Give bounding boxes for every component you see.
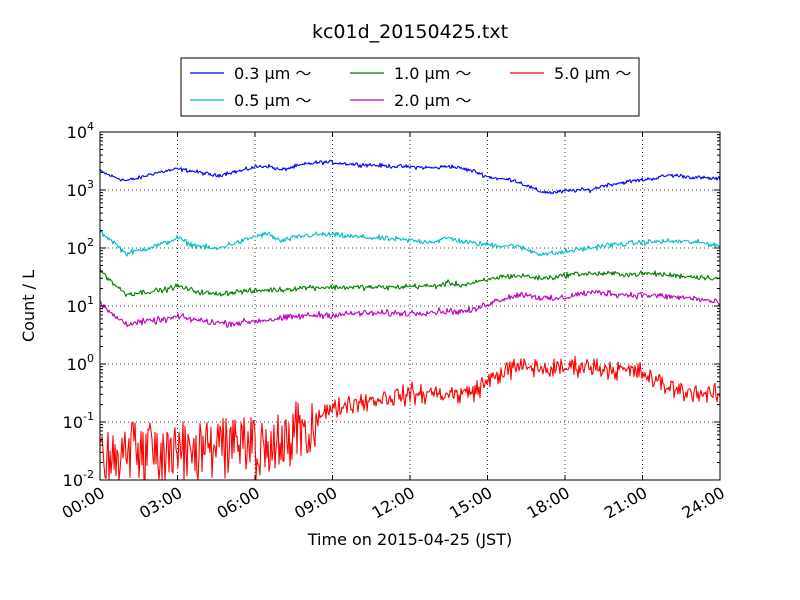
legend-label: 1.0 μm ～ [394, 64, 471, 83]
x-tick-label: 15:00 [446, 483, 495, 523]
y-axis-label: Count / L [19, 270, 38, 342]
x-tick-label: 12:00 [369, 483, 418, 523]
x-tick-label: 18:00 [524, 483, 573, 523]
y-tick-label: 100 [67, 352, 94, 374]
y-tick-label: 103 [67, 178, 94, 200]
x-tick-label: 03:00 [136, 483, 185, 523]
grid-lines [100, 132, 720, 480]
x-tick-label: 09:00 [291, 483, 340, 523]
series-line-2 [100, 266, 720, 297]
series-line-1 [100, 230, 720, 257]
x-axis-label: Time on 2015-04-25 (JST) [307, 530, 512, 549]
chart-title: kc01d_20150425.txt [312, 21, 508, 43]
x-tick-label: 06:00 [214, 483, 263, 523]
x-tick-label: 24:00 [679, 483, 728, 523]
series-line-4 [100, 355, 720, 480]
series-line-0 [100, 159, 720, 195]
legend-label: 2.0 μm ～ [394, 91, 471, 110]
x-tick-label: 21:00 [601, 483, 650, 523]
x-axis-tick-labels: 00:00 03:00 06:00 09:00 12:00 15:00 18:00 21:00… [59, 483, 728, 523]
legend-label: 0.5 μm ～ [234, 91, 311, 110]
series-line-3 [100, 289, 720, 328]
y-axis-tick-labels: 10-2 10-1 100 101 102 103 104 [63, 120, 94, 490]
legend-box [180, 57, 640, 117]
y-tick-label: 101 [67, 294, 94, 316]
y-tick-label: 102 [67, 236, 94, 258]
legend: 0.3 μm ～ 0.5 μm ～ 1.0 μm ～ 2.0 μm ～ 5.0 μm ～ [180, 57, 640, 117]
legend-label: 0.3 μm ～ [234, 64, 311, 83]
series-layer [100, 159, 720, 480]
legend-label: 5.0 μm ～ [554, 64, 631, 83]
axis-ticks [99, 131, 721, 481]
y-tick-label: 104 [67, 120, 94, 142]
y-tick-label: 10-2 [63, 468, 94, 490]
y-tick-label: 10-1 [63, 410, 94, 432]
